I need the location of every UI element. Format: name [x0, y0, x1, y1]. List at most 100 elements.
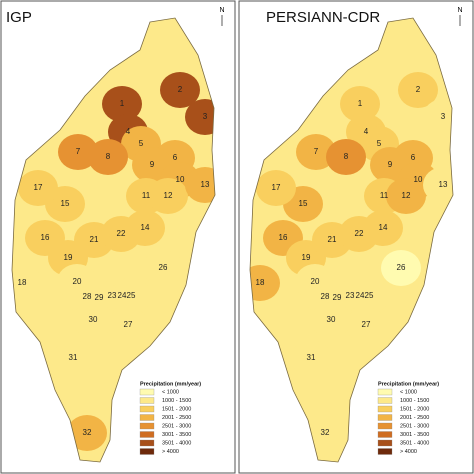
region-label: 30	[327, 315, 336, 324]
basin-outline	[249, 17, 454, 463]
region-label: 1	[120, 99, 125, 108]
region	[381, 250, 421, 286]
legend-swatch	[139, 397, 155, 404]
region-label: 15	[299, 199, 308, 208]
region-label: 19	[64, 253, 73, 262]
legend-swatch	[139, 388, 155, 396]
region-label: 11	[142, 191, 151, 200]
legend-label: 2001 - 2500	[162, 415, 191, 421]
region	[108, 307, 148, 343]
legend-swatch	[377, 422, 393, 430]
region-label: 28	[83, 292, 92, 301]
region-label: 7	[76, 147, 81, 156]
region	[18, 170, 58, 206]
region	[296, 134, 336, 170]
region	[311, 302, 351, 338]
region-label: 27	[362, 320, 371, 329]
region-label: 20	[311, 277, 320, 286]
region	[250, 265, 280, 301]
region	[67, 415, 107, 451]
legend-swatch	[377, 439, 393, 447]
region-label: 29	[95, 293, 104, 302]
region-label: 1	[358, 99, 363, 108]
region	[53, 340, 93, 376]
region-label: 9	[388, 160, 393, 169]
region-label: 19	[302, 253, 311, 262]
region	[386, 178, 426, 214]
region-label: 26	[159, 263, 168, 272]
region	[398, 72, 438, 108]
region	[185, 99, 215, 135]
region-label: 2	[416, 85, 421, 94]
region	[256, 170, 296, 206]
region-fills	[250, 72, 453, 451]
region-label: 13	[201, 180, 210, 189]
region-label: 30	[89, 315, 98, 324]
region	[111, 278, 151, 314]
legend-label: 3001 - 3500	[400, 432, 429, 438]
basin-outline	[11, 17, 216, 463]
region-label: 29	[333, 293, 342, 302]
legend-label: 1000 - 1500	[162, 398, 191, 404]
region-label: 12	[164, 191, 173, 200]
region-label: 11	[380, 191, 389, 200]
legend-swatch	[139, 422, 155, 430]
region-label: 22	[355, 229, 364, 238]
legend-swatch	[139, 414, 155, 421]
region-label: 21	[90, 235, 99, 244]
legend-swatch	[377, 448, 393, 455]
region-label: 5	[139, 139, 144, 148]
legend-label: 3501 - 4000	[162, 440, 191, 446]
region	[185, 167, 215, 203]
legend-label: < 1000	[400, 389, 417, 395]
legend-swatch	[139, 405, 155, 413]
region-label: 7	[314, 147, 319, 156]
region	[148, 178, 188, 214]
legend-swatch	[377, 414, 393, 421]
region-label: 10	[176, 175, 185, 184]
legend-swatch	[377, 405, 393, 413]
region-label: 17	[272, 183, 281, 192]
region	[73, 302, 113, 338]
legend-swatch	[377, 388, 393, 396]
region-label: 4	[126, 127, 131, 136]
region-fills	[12, 72, 215, 451]
region	[326, 139, 366, 175]
region-label: 4	[364, 127, 369, 136]
region-label: 6	[173, 153, 178, 162]
region-label: 10	[414, 175, 423, 184]
region	[58, 134, 98, 170]
region	[101, 216, 141, 252]
legend-label: 2501 - 3000	[162, 423, 191, 429]
region-label: 20	[73, 277, 82, 286]
region-label: 2	[178, 85, 183, 94]
region-label: 32	[321, 428, 330, 437]
legend-swatch	[377, 397, 393, 404]
legend-title: Precipitation (mm/year)	[140, 381, 201, 387]
legend-swatch	[139, 439, 155, 447]
region	[102, 86, 142, 122]
legend-label: 3501 - 4000	[400, 440, 429, 446]
region	[349, 278, 389, 314]
region	[12, 265, 42, 301]
region-label: 13	[439, 180, 448, 189]
region-label: 18	[18, 278, 27, 287]
legend-label: 3001 - 3500	[162, 432, 191, 438]
legend-label: 1501 - 2000	[400, 406, 429, 412]
legend-label: > 4000	[162, 449, 179, 455]
region-label: 3	[203, 112, 208, 121]
region-label: 16	[41, 233, 50, 242]
region	[160, 72, 200, 108]
legend-label: 2501 - 3000	[400, 423, 429, 429]
legend-swatch	[139, 448, 155, 455]
region-label: 14	[379, 223, 388, 232]
region	[291, 340, 331, 376]
region-label: 25	[365, 291, 374, 300]
region	[423, 99, 453, 135]
region-label: 8	[106, 152, 111, 161]
legend-label: 2001 - 2500	[400, 415, 429, 421]
panel-title: PERSIANN-CDR	[266, 9, 380, 26]
